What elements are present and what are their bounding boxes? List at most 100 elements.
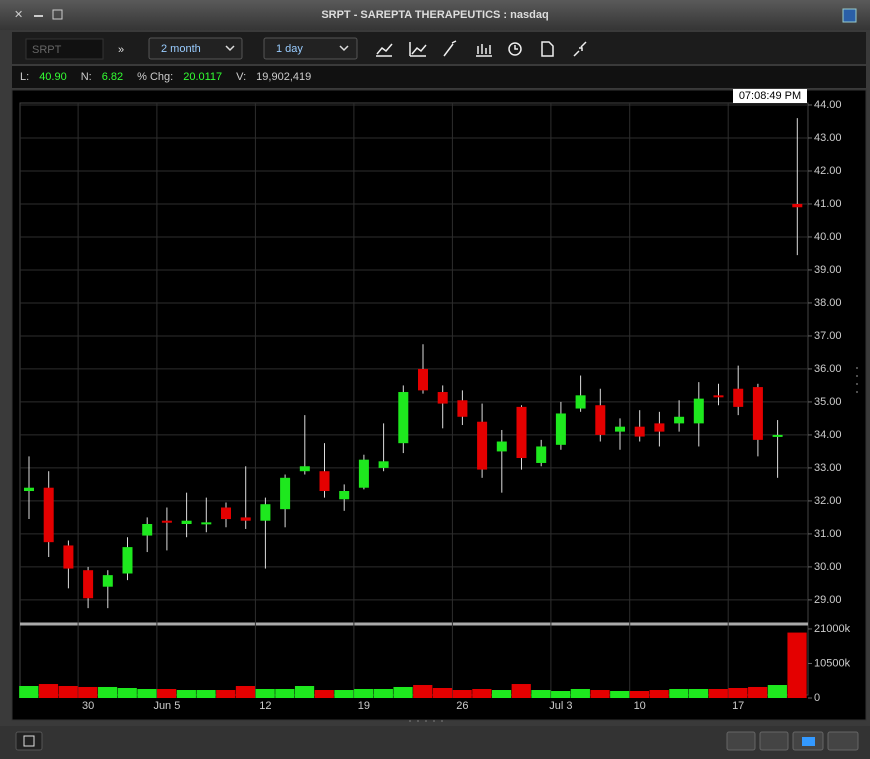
window-icon[interactable]	[842, 8, 857, 23]
link-button[interactable]	[726, 731, 756, 751]
candle-body	[733, 388, 744, 407]
info-bar	[12, 66, 866, 88]
candle-body	[122, 547, 133, 574]
y-tick-label: 29.00	[814, 594, 842, 606]
toolbar	[12, 32, 866, 64]
candle-body	[142, 524, 153, 536]
y-tick-label: 35.00	[814, 396, 842, 408]
symbol-text: SRPT	[32, 44, 62, 56]
volume-bar	[58, 686, 78, 698]
volume-bar	[38, 684, 59, 698]
y-tick-label: 33.00	[814, 462, 842, 474]
candle-body	[772, 434, 783, 437]
volume-bar	[294, 686, 315, 698]
y-tick-label: 34.00	[814, 429, 842, 441]
candle-body	[437, 392, 448, 404]
volume-bar	[393, 686, 413, 698]
plot: 29.00 30.00 31.00 32.00 33.00 34.00 35.00 36.00…	[19, 99, 851, 712]
period-text: 2 month	[161, 43, 201, 55]
candle-body	[634, 426, 645, 437]
y-tick-label: 36.00	[814, 363, 842, 375]
candle-body	[201, 522, 212, 525]
x-tick-label: 26	[456, 700, 468, 712]
candle-body	[240, 517, 251, 521]
interval-select[interactable]	[263, 37, 358, 60]
candle-body	[339, 491, 350, 500]
candle-body	[555, 413, 566, 445]
volume-bar	[334, 690, 354, 698]
symbol-input[interactable]	[25, 38, 104, 60]
dropdown-arrow	[339, 45, 349, 52]
close-button[interactable]: ✕	[14, 9, 23, 21]
bottom-dots	[409, 720, 443, 722]
side-dots	[856, 367, 858, 393]
title-bar	[0, 0, 870, 30]
interval-text: 1 day	[276, 43, 303, 55]
candle-body	[181, 520, 192, 525]
y-tick-label: 39.00	[814, 264, 842, 276]
y-tick-label: 38.00	[814, 297, 842, 309]
y-tick-label: 30.00	[814, 561, 842, 573]
candle-body	[792, 203, 803, 208]
dropdown-arrow	[225, 45, 235, 52]
period-select[interactable]	[148, 37, 243, 60]
x-tick-label: 30	[82, 700, 94, 712]
volume-bar	[511, 684, 531, 698]
volume-bar	[314, 690, 334, 698]
volume-bar	[196, 690, 216, 698]
copy-button[interactable]	[827, 731, 859, 751]
x-tick-label: 10	[634, 700, 646, 712]
y-tick-label: 43.00	[814, 132, 842, 144]
volume-bar	[728, 688, 748, 698]
y-tick-label: 42.00	[814, 165, 842, 177]
tool-icons[interactable]	[376, 40, 587, 57]
volume-bar	[629, 690, 650, 698]
info-label: L:	[20, 71, 29, 83]
candle-body	[260, 504, 271, 521]
candle-body	[83, 570, 94, 599]
info-value: 40.90	[39, 71, 67, 83]
candle-body	[654, 423, 665, 432]
volume-bar	[590, 690, 610, 698]
candle-body	[693, 398, 704, 424]
info-label: N:	[81, 71, 92, 83]
volume-bar	[649, 690, 669, 698]
volume-bar	[275, 688, 295, 698]
volume-bar	[669, 688, 689, 698]
y-tick-label: 32.00	[814, 495, 842, 507]
save-button[interactable]	[15, 731, 43, 751]
x-tick-label: Jul 3	[549, 700, 572, 712]
volume-bar	[472, 688, 492, 698]
y-tick-label: 44.00	[814, 99, 842, 111]
candle-body	[24, 487, 34, 492]
candle-body	[536, 446, 547, 463]
x-tick-label: 12	[259, 700, 271, 712]
time-label: 07:08:49 PM	[739, 90, 801, 102]
plot-frame	[11, 89, 867, 721]
candle-body	[102, 575, 113, 587]
y-tick-label: 40.00	[814, 231, 842, 243]
info-label: V:	[236, 71, 246, 83]
settings-button[interactable]	[759, 731, 789, 751]
volume-bar	[78, 686, 98, 698]
volume-bar	[176, 690, 196, 698]
expand-button[interactable]: »	[118, 44, 124, 56]
window-title: SRPT - SAREPTA THERAPEUTICS : nasdaq	[321, 9, 548, 21]
volume-tick-label: 21000k	[814, 623, 851, 635]
status-bar	[0, 726, 870, 759]
y-tick-label: 31.00	[814, 528, 842, 540]
time-box	[733, 89, 807, 103]
minimize-button[interactable]	[34, 15, 43, 17]
volume-bar	[452, 690, 472, 698]
volume-tick-label: 0	[814, 692, 820, 704]
volume-bar	[767, 685, 787, 698]
info-label: % Chg:	[137, 71, 173, 83]
volume-bar	[157, 688, 177, 698]
volume-bar	[373, 688, 393, 698]
maximize-button[interactable]	[52, 9, 63, 20]
volume-bar	[688, 688, 709, 698]
y-tick-label: 41.00	[814, 198, 842, 210]
volume-bar	[235, 686, 256, 698]
